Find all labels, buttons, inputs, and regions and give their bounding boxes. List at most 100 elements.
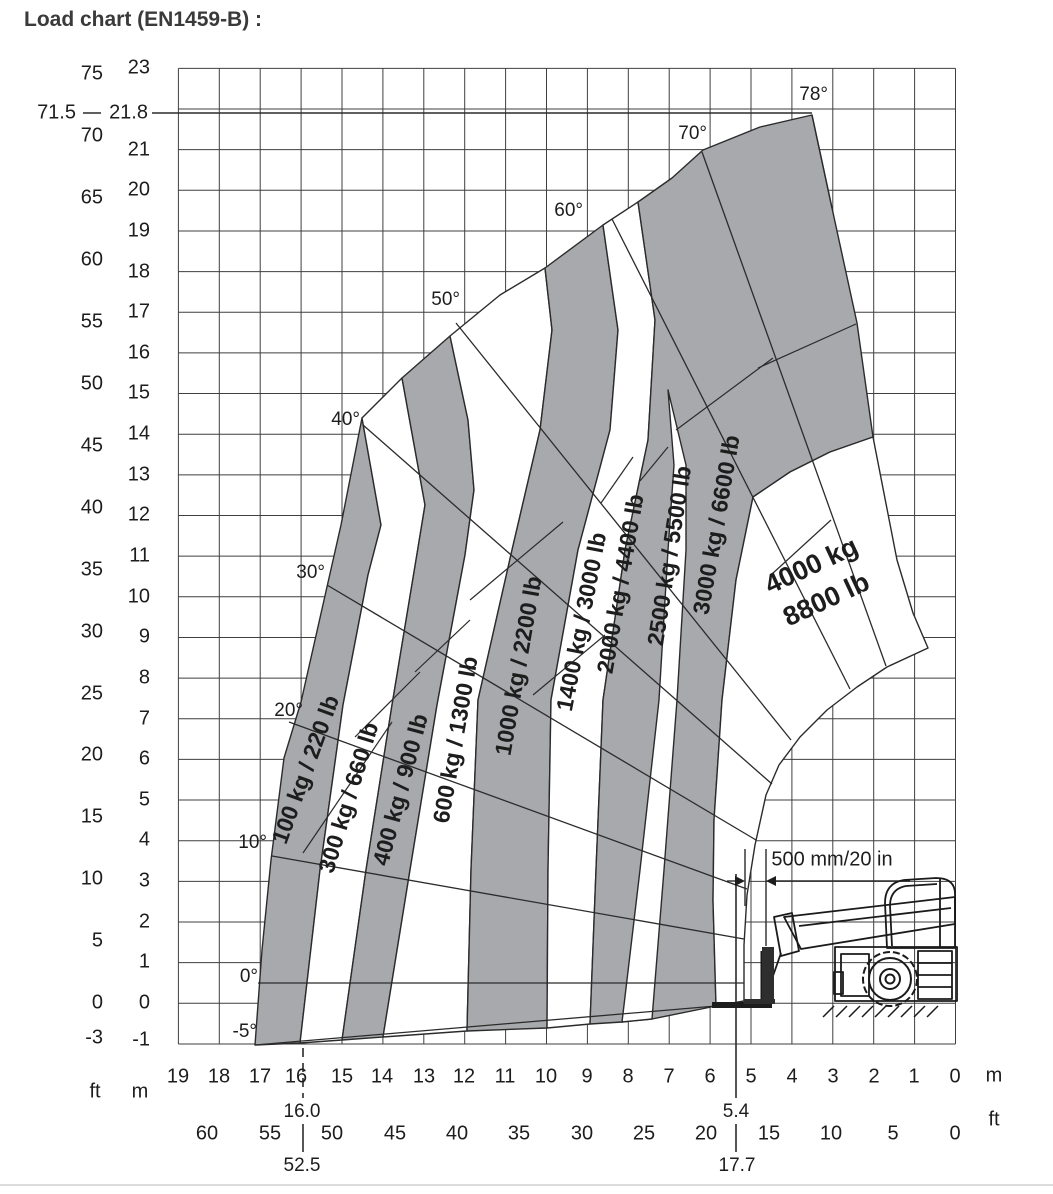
angle-line-70° [701,151,887,667]
axis-label-2: 2 [868,1065,879,1087]
angle-line-50° [455,322,792,741]
axis-label-3: 3 [827,1065,838,1087]
axis-label-18: 18 [128,260,150,282]
axis-label-14: 14 [128,422,150,444]
axis-label-20: 20 [81,743,103,765]
axis-label-10: 10 [81,867,103,889]
axis-label-8: 8 [622,1065,633,1087]
leader-2000kg [639,446,669,482]
dim-arrow-left [735,876,745,886]
axis-label-75: 75 [81,62,103,84]
telehandler-boom [783,896,956,950]
ground-hatch [848,1005,861,1018]
axis-label-45: 45 [384,1122,406,1144]
angle-label-30°: 30° [296,562,325,583]
ground-hatch [913,1005,926,1018]
axis-label-40: 40 [81,496,103,518]
axis-label-500 mm/20 in: 500 mm/20 in [771,848,892,870]
ground-hatch [887,1005,900,1018]
axis-label-55: 55 [81,310,103,332]
angle-line-60° [611,218,851,690]
axis-label-m: m [986,1064,1003,1086]
axis-label-0: 0 [139,991,150,1013]
telehandler-cab-window [889,883,938,947]
axis-label-17: 17 [128,300,150,322]
ground-hatch [926,1005,939,1018]
leader-1000kg [532,634,606,696]
axis-label-19: 19 [128,219,150,241]
axis-label-65: 65 [81,186,103,208]
telehandler-chassis [834,946,958,1002]
angle-label-10°: 10° [238,832,267,853]
axis-label--1: -1 [132,1028,150,1050]
angle-line-30° [326,584,757,841]
axis-label-50: 50 [81,372,103,394]
axis-label-9: 9 [581,1065,592,1087]
axis-label-15: 15 [81,805,103,827]
angle-line-78° [811,114,833,209]
telehandler-fork-blade [744,999,775,1004]
axis-label-15: 15 [331,1065,353,1087]
axis-label--3: -3 [85,1026,103,1048]
axis-label-20: 20 [695,1122,717,1144]
axis-label-30: 30 [81,620,103,642]
axis-label-18: 18 [208,1065,230,1087]
axis-label-45: 45 [81,434,103,456]
axis-label-5: 5 [745,1065,756,1087]
ground-hatch [900,1005,913,1018]
telehandler-cab [884,877,956,949]
axis-label-16.0: 16.0 [284,1101,321,1122]
ground-hatch [861,1005,874,1018]
leader-4000kg [771,519,832,575]
axis-label-70: 70 [81,124,103,146]
axis-label-55: 55 [259,1122,281,1144]
axis-label-ft: ft [988,1108,1000,1130]
axis-label-5: 5 [887,1122,898,1144]
axis-label-60: 60 [196,1122,218,1144]
axis-label-3: 3 [139,869,150,891]
telehandler-fork-carriage [762,947,774,1001]
angle-label-20°: 20° [274,700,303,721]
axis-label-5: 5 [139,788,150,810]
axis-label-15: 15 [128,381,150,403]
axis-label-1: 1 [908,1065,919,1087]
axis-label-35: 35 [81,558,103,580]
axis-label-30: 30 [571,1122,593,1144]
zone-4000kg [712,436,929,1007]
axis-label-11: 11 [495,1065,516,1087]
axis-label-10: 10 [820,1122,842,1144]
axis-label-5.4: 5.4 [723,1101,750,1122]
angle-label-70°: 70° [678,123,707,144]
axis-label-4: 4 [786,1065,797,1087]
axis-label-16: 16 [285,1065,307,1087]
axis-label-6: 6 [704,1065,715,1087]
axis-label-4: 4 [139,828,150,850]
axis-label-21: 21 [128,138,150,160]
telehandler-wheel [884,973,896,985]
angle-line-20° [288,721,748,890]
leader-1400kg [600,456,634,504]
leader-3000kg [757,323,857,369]
telehandler-boom-nose [773,912,800,957]
axis-label-52.5: 52.5 [284,1155,321,1176]
zone-2500kg [621,389,687,1023]
axis-label-5: 5 [92,929,103,951]
angle-line-40° [362,424,773,785]
ground-hatch [874,1005,887,1018]
axis-label-60: 60 [81,248,103,270]
angle-label-78°: 78° [799,84,828,105]
axis-label-10: 10 [535,1065,557,1087]
axis-label-21.8: 21.8 [109,101,148,123]
axis-label-ft: ft [89,1080,101,1102]
telehandler-boom-line [798,907,952,927]
axis-label-0: 0 [92,991,103,1013]
axis-label-6: 6 [139,747,150,769]
dim-arrow-right [766,876,776,886]
axis-label-23: 23 [128,56,150,78]
angle-label-40°: 40° [331,409,360,430]
axis-label-13: 13 [128,463,150,485]
angle-label-60°: 60° [554,200,583,221]
axis-label-12: 12 [128,503,150,525]
